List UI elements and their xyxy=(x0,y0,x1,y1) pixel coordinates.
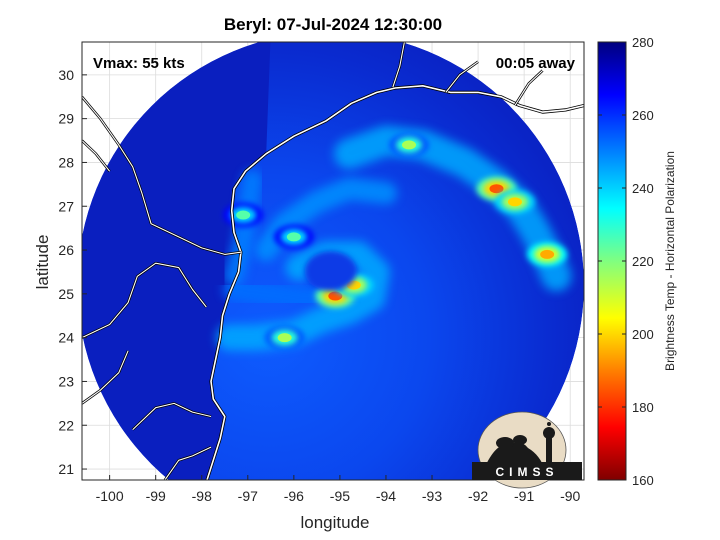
colorbar: 160 180 200 220 240 260 280 Brightness Temp - … xyxy=(597,35,677,488)
border xyxy=(445,61,479,93)
cold-feature xyxy=(388,132,429,157)
cold-feature xyxy=(223,203,264,228)
cold-feature-core xyxy=(507,197,522,207)
land-warm-region xyxy=(82,42,271,480)
x-tick-label: -100 xyxy=(96,488,124,504)
colorbar-tick-label: 280 xyxy=(632,35,654,50)
x-tick-label: -94 xyxy=(376,488,396,504)
coastline xyxy=(206,85,584,480)
cimss-logo: CIMSS xyxy=(472,411,582,489)
cold-feature-core xyxy=(401,140,416,150)
colorbar-tick-label: 220 xyxy=(632,254,654,269)
colorbar-label: Brightness Temp - Horizontal Polarizatio… xyxy=(663,151,677,371)
y-axis: 21 22 23 24 25 26 27 28 29 30 xyxy=(58,67,87,477)
colorbar-tick-label: 180 xyxy=(632,400,654,415)
cold-feature-core xyxy=(236,210,251,220)
y-tick-label: 22 xyxy=(58,417,74,433)
colorbar-tick-label: 260 xyxy=(632,108,654,123)
x-tick-label: -93 xyxy=(422,488,442,504)
x-tick-label: -90 xyxy=(560,488,580,504)
y-tick-label: 21 xyxy=(58,461,74,477)
cold-feature xyxy=(264,325,305,350)
cold-feature-core xyxy=(540,249,555,259)
x-tick-label: -97 xyxy=(238,488,258,504)
cold-feature-core xyxy=(286,232,301,242)
vmax-annotation: Vmax: 55 kts xyxy=(93,55,185,72)
time-offset-annotation: 00:05 away xyxy=(496,55,576,72)
x-tick-label: -95 xyxy=(330,488,350,504)
cold-feature xyxy=(494,189,535,214)
storm-eye xyxy=(304,251,357,292)
brightness-temp-swath xyxy=(82,42,584,480)
colorbar-tick-label: 200 xyxy=(632,327,654,342)
border xyxy=(82,140,111,172)
y-axis-label: latitude xyxy=(33,235,52,290)
y-tick-label: 29 xyxy=(58,111,74,127)
y-tick-label: 30 xyxy=(58,67,74,83)
border xyxy=(82,96,241,255)
x-tick-label: -96 xyxy=(284,488,304,504)
x-axis-label: longitude xyxy=(300,513,369,532)
border xyxy=(392,42,405,88)
coastlines xyxy=(82,42,584,480)
cold-feature-core xyxy=(328,291,343,301)
y-tick-label: 23 xyxy=(58,373,74,389)
colorbar-tick-label: 160 xyxy=(632,473,654,488)
border xyxy=(82,262,207,339)
border xyxy=(164,446,212,480)
cold-feature xyxy=(527,242,568,267)
cold-feature-core xyxy=(489,184,504,194)
border xyxy=(82,350,129,404)
border xyxy=(514,70,543,106)
colorbar-tick-label: 240 xyxy=(632,181,654,196)
y-tick-label: 24 xyxy=(58,330,74,346)
border xyxy=(132,402,212,430)
chart-title: Beryl: 07-Jul-2024 12:30:00 xyxy=(224,15,442,34)
x-tick-label: -91 xyxy=(514,488,534,504)
x-tick-label: -99 xyxy=(146,488,166,504)
colorbar-ticks: 160 180 200 220 240 260 280 xyxy=(598,35,654,488)
x-tick-label: -92 xyxy=(468,488,488,504)
y-tick-label: 27 xyxy=(58,198,74,214)
y-tick-label: 28 xyxy=(58,154,74,170)
cold-feature xyxy=(273,224,314,249)
x-tick-label: -98 xyxy=(192,488,212,504)
x-axis: -100 -99 -98 -97 -96 -95 -94 -93 -92 -91 -90 xyxy=(96,475,581,504)
colorbar-gradient xyxy=(597,41,627,481)
y-tick-label: 26 xyxy=(58,242,74,258)
y-tick-label: 25 xyxy=(58,286,74,302)
logo-text: CIMSS xyxy=(495,465,558,479)
cold-feature-core xyxy=(277,333,292,343)
plot-frame xyxy=(81,41,585,481)
